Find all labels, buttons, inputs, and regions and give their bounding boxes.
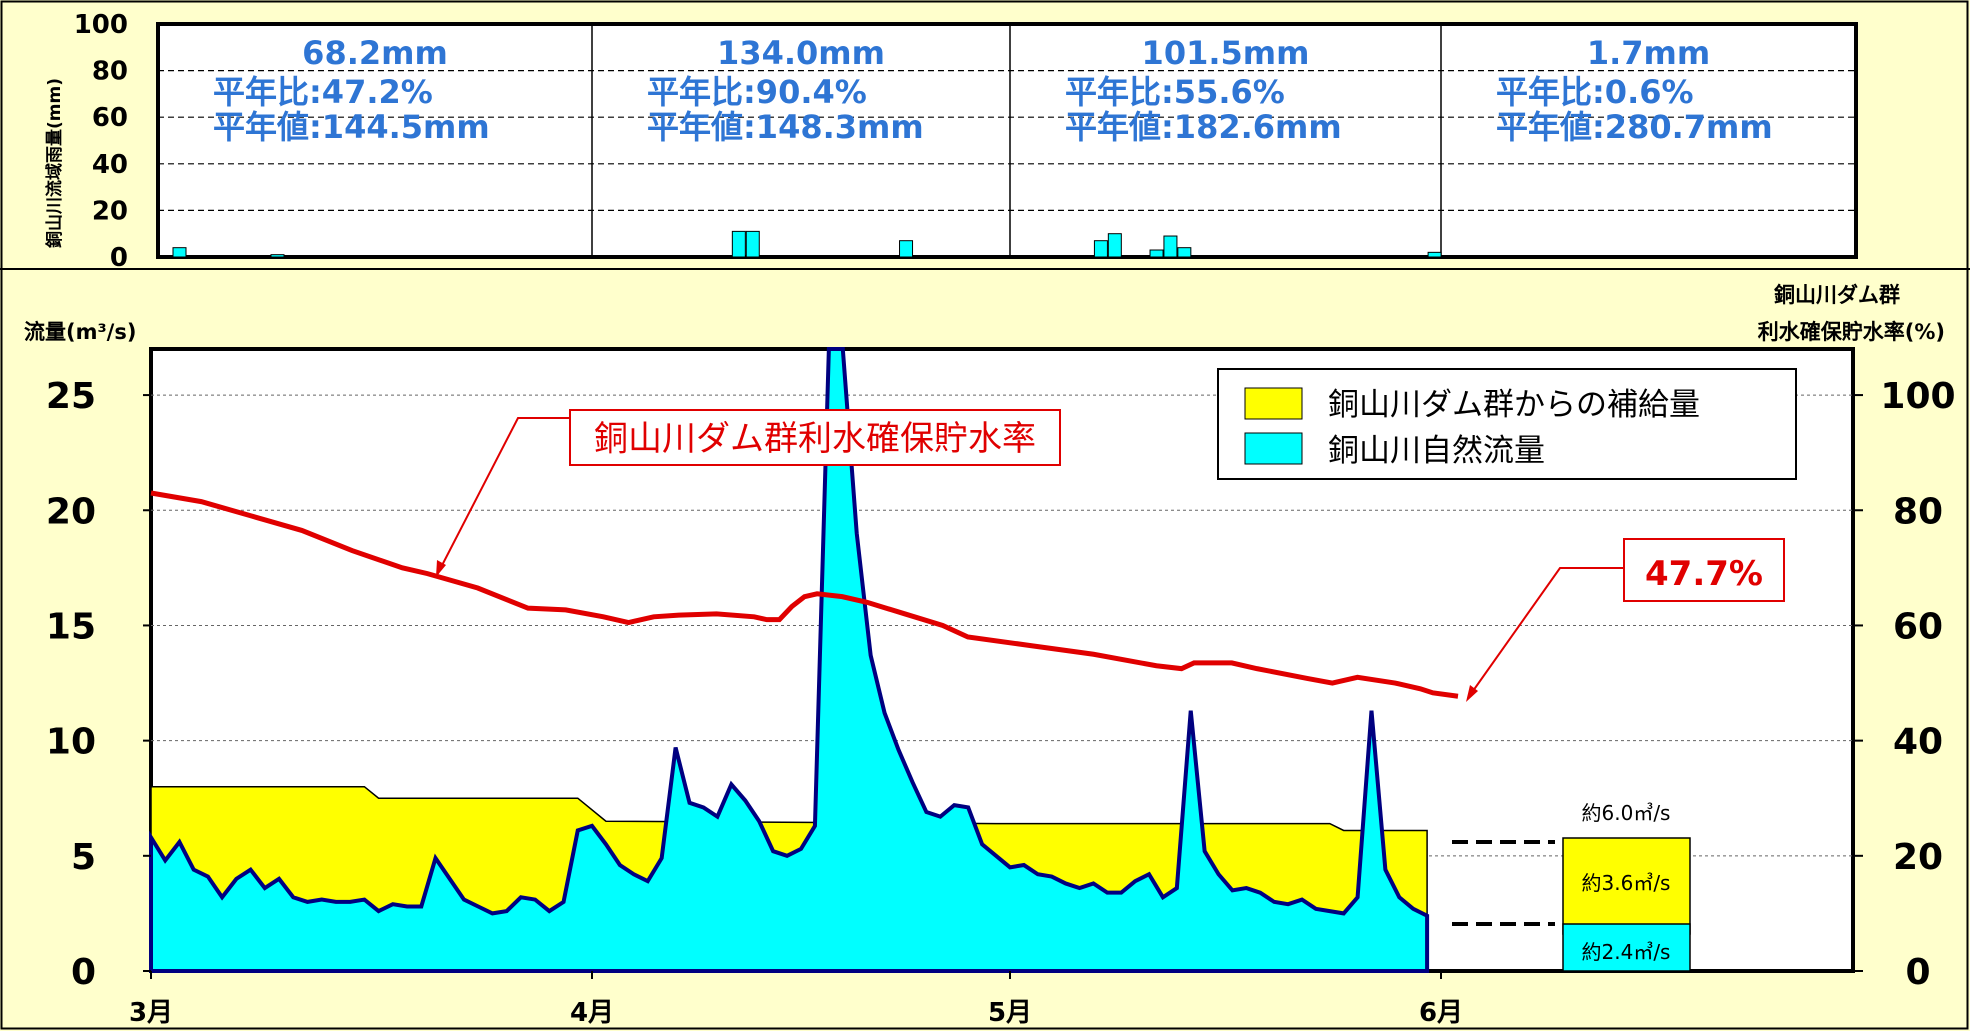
flow-y-tick: 10 bbox=[46, 722, 96, 763]
rainfall-bar bbox=[899, 240, 914, 258]
rainfall-bar bbox=[1149, 249, 1164, 258]
legend-box bbox=[1217, 368, 1797, 480]
rainfall-month-total: 101.5mm bbox=[1142, 34, 1310, 72]
breakdown-total-label: 約6.0㎥/s bbox=[1582, 801, 1671, 825]
rainfall-bar bbox=[1427, 251, 1442, 258]
storage-y-axis-label-1: 銅山川ダム群 bbox=[1774, 283, 1900, 307]
storage-y-tick: 100 bbox=[1880, 376, 1955, 417]
rainfall-y-tick: 60 bbox=[92, 103, 128, 133]
latest-value-arrowhead bbox=[1466, 685, 1478, 702]
latest-value: 47.7% bbox=[1645, 554, 1763, 594]
flow-y-axis-label: 流量(m³/s) bbox=[24, 320, 136, 344]
storage-label-arrowhead bbox=[436, 560, 446, 577]
rainfall-y-tick: 20 bbox=[92, 196, 128, 226]
legend: 銅山川ダム群からの補給量 銅山川自然流量 bbox=[1217, 368, 1797, 480]
flow-x-tick: 6月 bbox=[1419, 998, 1463, 1028]
rainfall-month-ratio: 平年比:47.2% bbox=[213, 73, 433, 111]
flow-x-tick: 5月 bbox=[988, 998, 1032, 1028]
storage-callout: 銅山川ダム群利水確保貯水率 bbox=[435, 409, 1061, 578]
storage-label-box bbox=[569, 409, 1061, 466]
breakdown-supply-box bbox=[1562, 837, 1691, 935]
rainfall-bar bbox=[1093, 240, 1108, 258]
breakdown-natural-label: 約2.4㎥/s bbox=[1582, 940, 1671, 964]
legend-swatch-supply bbox=[1244, 387, 1303, 420]
flow-y-tick: 25 bbox=[46, 376, 96, 417]
rainfall-month-normal: 平年値:182.6mm bbox=[1065, 108, 1342, 146]
flow-y-tick: 0 bbox=[71, 952, 96, 993]
storage-y-tick: 80 bbox=[1893, 491, 1943, 532]
storage-label-leader bbox=[435, 417, 570, 578]
breakdown-supply-label: 約3.6㎥/s bbox=[1582, 871, 1671, 895]
rainfall-month-ratio: 平年比:55.6% bbox=[1065, 73, 1285, 111]
rainfall-y-tick: 40 bbox=[92, 150, 128, 180]
flow-x-tick: 3月 bbox=[129, 998, 173, 1028]
rainfall-month-total: 68.2mm bbox=[302, 34, 448, 72]
storage-rate-line bbox=[150, 490, 1459, 699]
rainfall-bar bbox=[731, 230, 746, 258]
storage-y-axis-label-2: 利水確保貯水率(%) bbox=[1758, 320, 1945, 344]
storage-y-tick: 20 bbox=[1893, 837, 1943, 878]
flow-y-tick: 5 bbox=[71, 837, 96, 878]
rainfall-month-ratio: 平年比:0.6% bbox=[1496, 73, 1694, 111]
flow-x-tick: 4月 bbox=[570, 998, 614, 1028]
flow-y-tick: 15 bbox=[46, 606, 96, 647]
legend-label-natural: 銅山川自然流量 bbox=[1328, 433, 1545, 469]
rainfall-bar bbox=[172, 247, 187, 258]
rainfall-bar bbox=[1177, 247, 1192, 258]
storage-y-tick: 0 bbox=[1905, 952, 1930, 993]
natural-flow-area bbox=[149, 347, 1430, 973]
rainfall-bar bbox=[270, 254, 285, 258]
latest-callout: 47.7% bbox=[1466, 538, 1785, 702]
legend-label-supply: 銅山川ダム群からの補給量 bbox=[1328, 387, 1700, 423]
rainfall-plot-area bbox=[156, 22, 1858, 259]
rainfall-y-tick: 0 bbox=[110, 243, 128, 273]
rainfall-month-total: 1.7mm bbox=[1587, 34, 1710, 72]
rainfall-y-axis-label: 銅山川流域雨量(mm) bbox=[44, 78, 65, 248]
storage-y-tick: 60 bbox=[1893, 606, 1943, 647]
storage-y-tick: 40 bbox=[1893, 722, 1943, 763]
flow-chart: 0 5 10 15 20 25 0 20 40 60 80 100 3月 4月 5月 6月 流量(m³/s… bbox=[24, 283, 1956, 1028]
rainfall-month-total: 134.0mm bbox=[717, 34, 885, 72]
legend-swatch-natural bbox=[1244, 432, 1303, 465]
rainfall-month-normal: 平年値:144.5mm bbox=[213, 108, 490, 146]
rainfall-month-normal: 平年値:280.7mm bbox=[1496, 108, 1773, 146]
rainfall-bar bbox=[745, 230, 760, 258]
latest-value-box bbox=[1623, 538, 1785, 602]
rainfall-y-tick: 80 bbox=[92, 57, 128, 87]
current-breakdown: 約6.0㎥/s 約3.6㎥/s 約2.4㎥/s bbox=[1452, 801, 1691, 972]
rainfall-bar bbox=[1107, 233, 1122, 258]
rainfall-month-ratio: 平年比:90.4% bbox=[647, 73, 867, 111]
rainfall-month-normal: 平年値:148.3mm bbox=[647, 108, 924, 146]
rainfall-y-tick: 100 bbox=[74, 10, 128, 40]
latest-value-leader bbox=[1467, 567, 1624, 699]
storage-label: 銅山川ダム群利水確保貯水率 bbox=[594, 419, 1036, 459]
rainfall-bar bbox=[1163, 235, 1178, 258]
breakdown-natural-box bbox=[1562, 923, 1691, 972]
flow-y-tick: 20 bbox=[46, 491, 96, 532]
